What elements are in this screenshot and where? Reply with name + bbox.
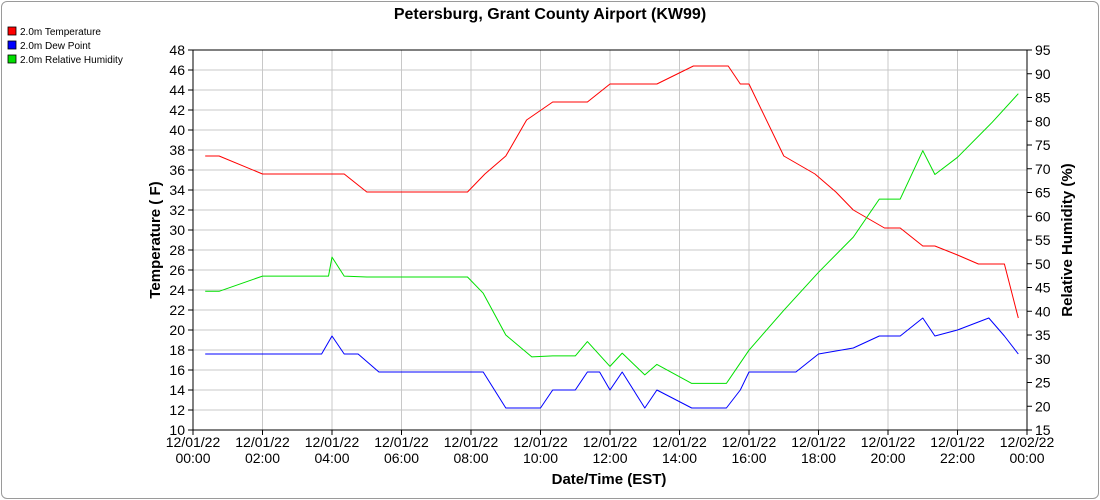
- left-y-tick-label: 36: [169, 162, 185, 178]
- series-layer: [205, 65, 1019, 409]
- x-tick-label: 12/01/22 16:00: [722, 434, 777, 466]
- left-y-tick-label: 38: [169, 142, 185, 158]
- x-tick-label: 12/01/22 20:00: [861, 434, 916, 466]
- x-tick-label: 12/01/22 08:00: [444, 434, 499, 466]
- left-y-tick-label: 42: [169, 102, 185, 118]
- left-y-tick-label: 24: [169, 282, 185, 298]
- series-line-3: [205, 93, 1019, 384]
- left-y-axis-title: Temperature ( F): [147, 181, 164, 298]
- left-y-tick-label: 46: [169, 62, 185, 78]
- legend-swatch: [7, 26, 17, 36]
- x-axis-title: Date/Time (EST): [552, 471, 667, 488]
- right-y-tick-label: 45: [1035, 280, 1051, 296]
- legend-swatch: [7, 40, 17, 50]
- chart-title: Petersburg, Grant County Airport (KW99): [394, 6, 706, 23]
- right-y-tick-label: 80: [1035, 113, 1051, 129]
- right-y-tick-label: 60: [1035, 208, 1051, 224]
- x-tick-label: 12/01/22 02:00: [235, 434, 290, 466]
- right-y-tick-label: 75: [1035, 137, 1051, 153]
- left-y-tick-label: 48: [169, 42, 185, 58]
- series-line-2: [205, 317, 1019, 409]
- right-y-tick-label: 35: [1035, 327, 1051, 343]
- left-y-tick-label: 34: [169, 182, 185, 198]
- left-y-tick-label: 16: [169, 362, 185, 378]
- right-y-tick-label: 20: [1035, 398, 1051, 414]
- left-y-tick-label: 32: [169, 202, 185, 218]
- series-line-1: [205, 65, 1019, 319]
- right-y-tick-label: 70: [1035, 161, 1051, 177]
- legend-label: 2.0m Temperature: [20, 27, 101, 38]
- left-y-tick-label: 28: [169, 242, 185, 258]
- x-tick-label: 12/01/22 06:00: [374, 434, 429, 466]
- x-tick-label: 12/01/22 04:00: [305, 434, 360, 466]
- left-y-tick-label: 20: [169, 322, 185, 338]
- left-y-tick-label: 18: [169, 342, 185, 358]
- x-tick-label: 12/01/22 18:00: [791, 434, 846, 466]
- right-y-tick-label: 95: [1035, 42, 1051, 58]
- left-y-tick-label: 12: [169, 402, 185, 418]
- left-y-tick-label: 22: [169, 302, 185, 318]
- legend: 2.0m Temperature 2.0m Dew Point 2.0m Relat…: [7, 26, 123, 66]
- x-tick-label: 12/01/22 10:00: [513, 434, 568, 466]
- right-y-tick-label: 40: [1035, 303, 1051, 319]
- right-y-tick-label: 85: [1035, 90, 1051, 106]
- x-tick-label: 12/01/22 00:00: [166, 434, 221, 466]
- x-tick-label: 12/01/22 14:00: [652, 434, 707, 466]
- legend-label: 2.0m Relative Humidity: [20, 55, 123, 66]
- legend-label: 2.0m Dew Point: [20, 41, 91, 52]
- axes: 12/01/22 00:00 12/01/22 02:00 12/01/22 04:00 1…: [166, 42, 1055, 466]
- right-y-tick-label: 15: [1035, 422, 1051, 438]
- left-y-tick-label: 26: [169, 262, 185, 278]
- right-y-tick-label: 55: [1035, 232, 1051, 248]
- grid-lines: [193, 50, 1027, 430]
- right-y-tick-label: 30: [1035, 351, 1051, 367]
- left-y-tick-label: 44: [169, 82, 185, 98]
- x-tick-label: 12/01/22 12:00: [583, 434, 638, 466]
- x-tick-label: 12/01/22 22:00: [930, 434, 985, 466]
- left-y-tick-label: 40: [169, 122, 185, 138]
- right-y-tick-label: 25: [1035, 375, 1051, 391]
- x-tick-label: 12/02/22 00:00: [1000, 434, 1055, 466]
- left-y-tick-label: 10: [169, 422, 185, 438]
- left-y-tick-label: 30: [169, 222, 185, 238]
- right-y-tick-label: 50: [1035, 256, 1051, 272]
- left-y-tick-label: 14: [169, 382, 185, 398]
- right-y-tick-label: 65: [1035, 185, 1051, 201]
- right-y-tick-label: 90: [1035, 66, 1051, 82]
- legend-swatch: [7, 54, 17, 64]
- right-y-axis-title: Relative Humidity (%): [1059, 163, 1076, 316]
